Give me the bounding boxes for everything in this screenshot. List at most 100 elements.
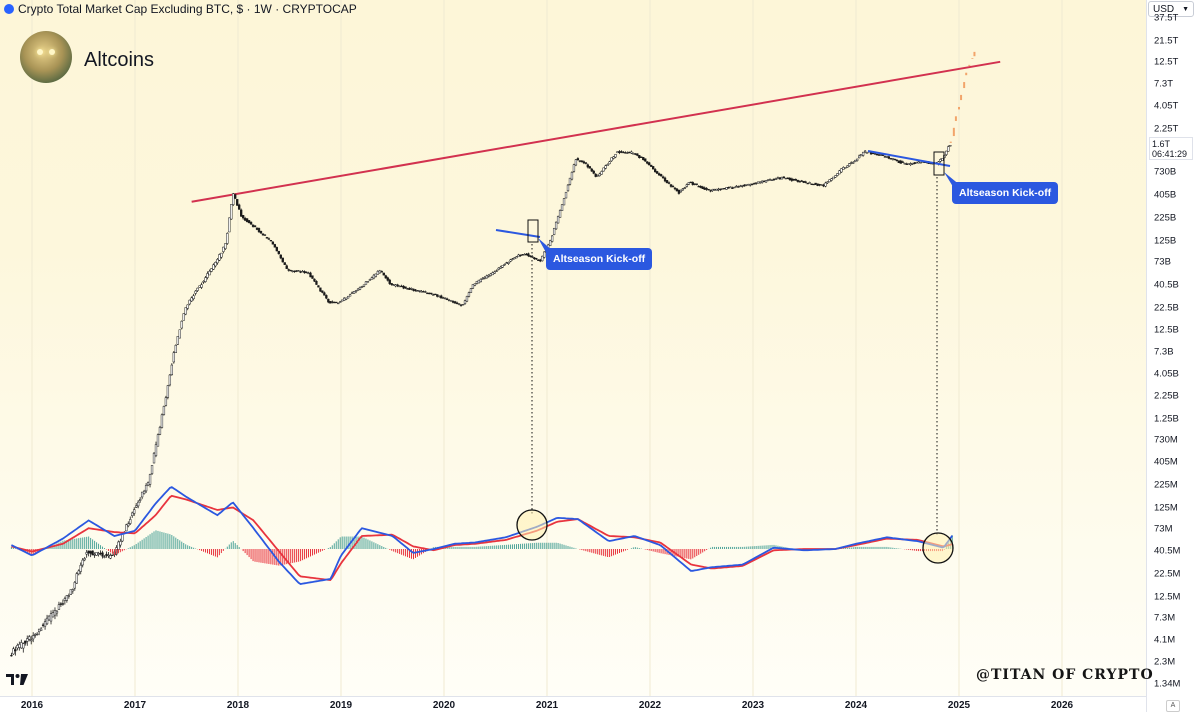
candle-body xyxy=(770,179,774,181)
candle-body xyxy=(49,613,53,622)
candle-body xyxy=(776,177,780,179)
candle-body xyxy=(733,186,736,189)
crossover-circle xyxy=(922,532,954,564)
candle-body xyxy=(57,604,61,610)
candle-body xyxy=(473,283,477,286)
candle-body xyxy=(295,270,298,272)
candle-body xyxy=(449,300,453,302)
candle-body xyxy=(685,184,688,187)
candle-body xyxy=(861,151,865,156)
candle-body xyxy=(509,259,512,262)
candle-body xyxy=(537,259,540,261)
candle-body xyxy=(188,299,191,305)
candle-body xyxy=(370,277,374,280)
candle-body xyxy=(341,299,344,302)
y-tick-label: 7.3T xyxy=(1154,78,1174,90)
candle-body xyxy=(628,151,631,154)
candle-body xyxy=(574,159,578,166)
candle-body xyxy=(111,554,114,556)
candle-body xyxy=(632,153,635,155)
candle-body xyxy=(814,182,817,185)
candle-body xyxy=(329,301,332,304)
candle-body xyxy=(719,188,722,191)
price-axis-divider xyxy=(1146,0,1147,712)
candle-body xyxy=(541,255,544,262)
candle-body xyxy=(305,271,308,274)
candle-body xyxy=(879,154,883,156)
price-axis[interactable] xyxy=(1146,0,1200,712)
candle-body xyxy=(281,257,284,263)
candle-body xyxy=(261,233,265,236)
y-tick-label: 4.05T xyxy=(1154,100,1179,112)
candle-body xyxy=(28,636,31,640)
candle-body xyxy=(346,295,350,299)
candle-body xyxy=(184,307,187,315)
candle-body xyxy=(152,452,156,464)
candle-body xyxy=(180,320,183,329)
x-tick-label: 2020 xyxy=(432,700,456,711)
currency-select[interactable]: USD ▼ xyxy=(1148,1,1194,17)
chart-canvas[interactable] xyxy=(0,0,1146,696)
candle-body xyxy=(378,270,381,274)
candle-body xyxy=(408,287,411,290)
candle-body xyxy=(626,152,629,154)
candle-body xyxy=(277,250,280,255)
y-tick-label: 40.5B xyxy=(1154,279,1179,291)
candle-body xyxy=(747,184,750,186)
candle-body xyxy=(515,256,518,259)
altseason-callout-2024[interactable]: Altseason Kick-off xyxy=(952,182,1059,204)
candle-body xyxy=(648,162,651,166)
candle-body xyxy=(543,251,546,258)
candle-body xyxy=(798,181,801,183)
candle-body xyxy=(154,444,158,456)
candle-body xyxy=(863,150,867,153)
tradingview-logo-icon[interactable] xyxy=(6,672,28,686)
candle-body xyxy=(400,285,403,288)
candle-body xyxy=(907,163,910,165)
auto-scale-button[interactable]: A xyxy=(1166,700,1180,712)
candle-body xyxy=(519,254,522,257)
candle-body xyxy=(699,185,702,188)
candle-body xyxy=(196,287,199,291)
candle-body xyxy=(364,281,368,285)
candle-body xyxy=(729,186,732,189)
candle-body xyxy=(65,595,69,601)
candle-body xyxy=(600,171,603,175)
candle-body xyxy=(337,302,340,305)
candle-body xyxy=(576,158,580,161)
candle-body xyxy=(331,301,334,303)
candle-body xyxy=(119,541,122,546)
avatar-eye xyxy=(49,49,55,55)
candle-body xyxy=(382,272,385,276)
candle-body xyxy=(63,598,67,601)
candle-body xyxy=(711,189,714,191)
candle-body xyxy=(838,170,841,175)
candle-body xyxy=(95,552,98,556)
candle-body xyxy=(889,158,893,160)
candle-body xyxy=(477,279,481,284)
candle-body xyxy=(287,269,290,271)
candle-body xyxy=(707,188,710,191)
candle-body xyxy=(416,290,419,292)
candle-body xyxy=(822,184,825,187)
candle-body xyxy=(283,262,286,265)
candle-body xyxy=(844,167,847,169)
candle-body xyxy=(146,482,150,486)
candle-body xyxy=(479,278,482,283)
candle-body xyxy=(245,218,249,222)
candle-body xyxy=(650,164,653,167)
time-axis[interactable] xyxy=(0,696,1146,712)
candle-body xyxy=(727,187,730,189)
candle-body xyxy=(683,187,687,189)
breakout-candle-box xyxy=(933,151,945,176)
candle-body xyxy=(527,253,530,257)
altseason-callout-2020[interactable]: Altseason Kick-off xyxy=(546,248,653,270)
candle-body xyxy=(71,589,74,592)
candle-body xyxy=(22,643,25,649)
candle-body xyxy=(249,221,253,225)
candle-body xyxy=(99,552,102,555)
x-tick-label: 2026 xyxy=(1050,700,1074,711)
candle-body xyxy=(267,238,271,240)
candle-body xyxy=(947,146,950,152)
symbol-header[interactable]: Crypto Total Market Cap Excluding BTC, $… xyxy=(4,2,357,16)
